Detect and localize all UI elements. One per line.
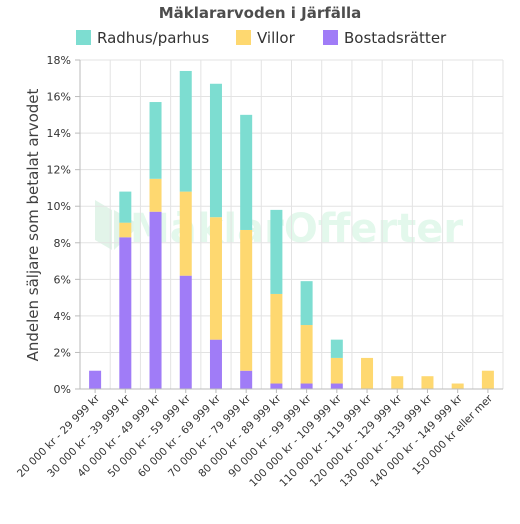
bar-segment: [209, 339, 222, 389]
y-tick-label: 2%: [54, 346, 71, 359]
bar-segment: [240, 229, 253, 371]
legend-swatch: [76, 30, 91, 45]
legend-swatch: [323, 30, 338, 45]
y-tick-label: 16%: [47, 91, 71, 104]
bar-segment: [270, 293, 283, 384]
y-tick-label: 12%: [47, 164, 71, 177]
watermark-logo-icon: [95, 200, 112, 250]
bar-segment: [119, 222, 132, 238]
bar-segment: [421, 376, 434, 389]
bar-segment: [119, 191, 132, 223]
bar-segment: [179, 70, 192, 192]
y-tick-label: 4%: [54, 310, 71, 323]
bar-segment: [391, 376, 404, 389]
y-tick-label: 6%: [54, 273, 71, 286]
bar-segment: [361, 357, 374, 389]
bar-segment: [330, 357, 343, 384]
y-tick-label: 14%: [47, 127, 71, 140]
bar-segment: [240, 370, 253, 389]
y-axis-label: Andelen säljare som betalat arvodet: [24, 88, 42, 361]
legend-label: Villor: [257, 29, 296, 47]
y-tick-label: 8%: [54, 237, 71, 250]
bar-segment: [330, 339, 343, 358]
bar-segment: [451, 383, 464, 389]
bar-segment: [270, 383, 283, 389]
bar-segment: [179, 275, 192, 389]
bar-segment: [300, 281, 313, 326]
grid-layer: [80, 59, 504, 390]
bar-segment: [149, 102, 162, 179]
bar-segment: [240, 114, 253, 230]
bar-segment: [481, 370, 494, 389]
bar-segment: [300, 325, 313, 384]
bar-segment: [89, 370, 102, 389]
bar-segment: [209, 83, 222, 218]
bars-layer: [89, 70, 494, 389]
bar-segment: [330, 383, 343, 389]
bar-segment: [119, 237, 132, 389]
legend-swatch: [236, 30, 251, 45]
y-tick-label: 18%: [47, 54, 71, 67]
chart-title: Mäklararvoden i Järfälla: [159, 4, 362, 22]
y-tick-label: 0%: [54, 383, 71, 396]
bar-segment: [209, 217, 222, 340]
y-tick-label: 10%: [47, 200, 71, 213]
legend-label: Radhus/parhus: [97, 29, 209, 47]
bar-segment: [300, 383, 313, 389]
legend-label: Bostadsrätter: [344, 29, 447, 47]
axis-layer: 0%2%4%6%8%10%12%14%16%18%20 000 kr - 29 …: [15, 54, 503, 489]
bar-segment: [149, 211, 162, 389]
bar-segment: [270, 209, 283, 294]
bar-segment: [179, 191, 192, 276]
bar-segment: [149, 178, 162, 212]
legend-layer: Radhus/parhus Villor Bostadsrätter: [76, 29, 447, 47]
